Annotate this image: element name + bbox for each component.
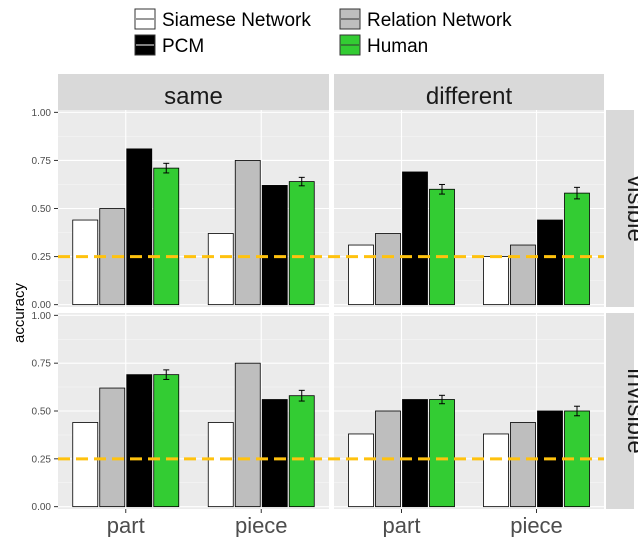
strip-label-different: different	[426, 83, 513, 110]
bar-different-invisible-part-siamese-network	[348, 433, 374, 508]
y-tick-label: 0.25	[32, 252, 52, 263]
legend-label-0: Siamese Network	[162, 10, 311, 31]
bar-different-invisible-piece-siamese-network	[483, 433, 509, 508]
x-axis: part piece part piece	[107, 509, 563, 537]
bar-different-visible-part-human	[429, 188, 455, 306]
bar-same-invisible-piece-pcm	[261, 399, 288, 508]
bar-same-visible-piece-relation-network	[234, 160, 261, 306]
y-tick-label: 0.25	[32, 454, 52, 465]
bar-same-invisible-piece-relation-network	[234, 362, 261, 508]
bar-different-visible-part-relation-network	[375, 233, 401, 306]
bar-different-invisible-part-human	[429, 399, 455, 508]
bar-same-invisible-part-human	[153, 374, 180, 508]
y-tick-label: 0.75	[32, 359, 52, 370]
bar-same-visible-piece-pcm	[261, 185, 288, 306]
y-tick-label: 1.00	[32, 108, 52, 119]
bar-different-visible-part-pcm	[402, 171, 428, 306]
bar-different-invisible-part-pcm	[402, 399, 428, 508]
bar-different-visible-part-siamese-network	[348, 244, 374, 306]
strip-label-invisible: invisible	[622, 368, 638, 453]
bar-same-invisible-part-relation-network	[99, 387, 126, 508]
y-tick-label: 0.50	[32, 407, 52, 418]
facet-strips: same different visible invisible	[58, 74, 638, 509]
bar-same-invisible-piece-siamese-network	[207, 422, 234, 508]
bar-same-invisible-part-siamese-network	[72, 422, 99, 508]
legend: Siamese Network Relation Network PCM Human	[134, 8, 512, 57]
legend-label-1: Relation Network	[367, 10, 512, 31]
y-axis: 0.000.250.500.751.000.000.250.500.751.00	[32, 108, 58, 513]
bar-same-visible-part-human	[153, 167, 180, 306]
bar-same-visible-piece-human	[288, 181, 315, 306]
y-axis-label: accuracy	[11, 282, 28, 343]
strip-row-1	[606, 313, 634, 509]
bar-different-visible-piece-pcm	[537, 219, 563, 306]
strip-col-0	[58, 74, 329, 110]
facet-panels	[58, 110, 604, 509]
strip-row-0	[606, 110, 634, 307]
legend-label-2: PCM	[162, 36, 204, 57]
strip-col-1	[334, 74, 604, 110]
y-tick-label: 1.00	[32, 311, 52, 322]
y-tick-label: 0.75	[32, 156, 52, 167]
x-tick-label: piece	[235, 513, 288, 537]
x-tick-label: piece	[510, 513, 563, 537]
y-tick-label: 0.00	[32, 502, 52, 513]
y-tick-label: 0.50	[32, 204, 52, 215]
x-tick-label: part	[383, 513, 421, 537]
bar-different-visible-piece-siamese-network	[483, 256, 509, 306]
bar-same-visible-piece-siamese-network	[207, 233, 234, 306]
bar-same-visible-part-siamese-network	[72, 219, 99, 306]
bar-same-invisible-piece-human	[288, 395, 315, 508]
strip-label-same: same	[164, 83, 223, 110]
bar-different-invisible-piece-relation-network	[510, 422, 536, 508]
bar-same-visible-part-pcm	[126, 148, 153, 306]
strip-label-visible: visible	[622, 175, 638, 242]
legend-label-3: Human	[367, 36, 428, 57]
bar-different-visible-piece-human	[564, 192, 590, 306]
bar-same-invisible-part-pcm	[126, 374, 153, 508]
bar-different-visible-piece-relation-network	[510, 244, 536, 306]
x-tick-label: part	[107, 513, 145, 537]
y-tick-label: 0.00	[32, 300, 52, 311]
